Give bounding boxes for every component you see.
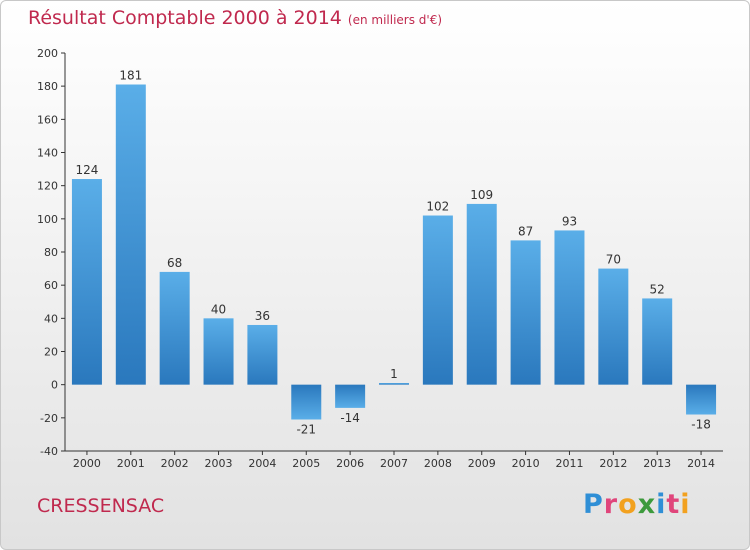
value-label: 36 (255, 309, 270, 323)
proxiti-logo[interactable]: Proxiti (583, 489, 691, 520)
value-label: 102 (426, 200, 449, 214)
y-tick-label: 0 (51, 379, 58, 392)
y-tick-label: 80 (44, 246, 58, 259)
bar-2014 (686, 384, 717, 415)
y-tick-label: -20 (40, 412, 58, 425)
bar-2011 (554, 230, 585, 385)
y-tick-label: 40 (44, 312, 58, 325)
x-tick-label: 2012 (599, 457, 627, 470)
y-axis: -40 -20 0 20 40 60 80 100 120 140 160 180 200 (37, 47, 66, 458)
x-tick-label: 2011 (555, 457, 583, 470)
x-tick-label: 2004 (248, 457, 276, 470)
x-tick-label: 2008 (424, 457, 452, 470)
value-label: 68 (167, 256, 182, 270)
x-tick-label: 2001 (117, 457, 145, 470)
value-labels: 124 181 68 40 36 -21 -14 1 102 109 87 93 70 52 -18 (75, 69, 710, 437)
bar-2012 (598, 268, 629, 385)
bar-2007 (379, 383, 409, 385)
y-tick-label: 100 (37, 213, 58, 226)
chart-title-text: Résultat Comptable 2000 à 2014 (28, 7, 342, 29)
bar-2010 (510, 240, 541, 385)
bars (71, 84, 717, 420)
logo-letter: i (656, 489, 667, 520)
y-tick-label: 180 (37, 80, 58, 93)
value-label: 40 (211, 302, 226, 316)
x-axis: 2000 2001 2002 2003 2004 2005 2006 2007 2008 2009… (65, 450, 723, 470)
logo-letter: o (618, 489, 638, 520)
value-label: 87 (518, 224, 533, 238)
bar-2003 (203, 318, 234, 385)
logo-letter: x (637, 489, 657, 520)
bar-2001 (115, 84, 146, 385)
x-tick-label: 2000 (73, 457, 101, 470)
chart-subtitle: (en milliers d'€) (347, 13, 443, 27)
bar-2009 (466, 203, 497, 385)
x-tick-label: 2009 (468, 457, 496, 470)
logo-letter: t (666, 489, 681, 520)
y-tick-label: 60 (44, 279, 58, 292)
x-tick-label: 2014 (687, 457, 715, 470)
bar-2006 (335, 384, 366, 408)
commune-name: CRESSENSAC (37, 495, 165, 517)
logo-letter: i (680, 489, 691, 520)
x-tick-label: 2006 (336, 457, 364, 470)
value-label: -18 (691, 418, 711, 432)
value-label: 1 (390, 367, 398, 381)
x-tick-label: 2003 (205, 457, 233, 470)
y-tick-label: 120 (37, 180, 58, 193)
logo-letter: P (583, 489, 604, 520)
bar-2005 (291, 384, 322, 420)
y-tick-label: 140 (37, 147, 58, 160)
x-tick-label: 2013 (643, 457, 671, 470)
x-tick-label: 2007 (380, 457, 408, 470)
logo-letter: r (603, 489, 619, 520)
y-tick-label: -40 (40, 445, 58, 458)
y-tick-label: 160 (37, 113, 58, 126)
y-tick-label: 200 (37, 47, 58, 60)
value-label: -14 (340, 411, 360, 425)
bar-2002 (159, 271, 190, 385)
x-tick-label: 2010 (512, 457, 540, 470)
value-label: 52 (650, 282, 665, 296)
value-label: 93 (562, 214, 577, 228)
bar-2008 (422, 215, 453, 385)
value-label: 70 (606, 253, 621, 267)
x-tick-label: 2002 (161, 457, 189, 470)
value-label: 124 (75, 163, 98, 177)
value-label: 109 (470, 188, 493, 202)
bar-2000 (71, 179, 102, 385)
value-label: 181 (119, 69, 142, 83)
value-label: -21 (296, 422, 316, 436)
chart-title: Résultat Comptable 2000 à 2014 (en millie… (28, 7, 442, 29)
y-tick-label: 20 (44, 346, 58, 359)
x-tick-label: 2005 (292, 457, 320, 470)
bar-2013 (642, 298, 673, 385)
bar-2004 (247, 324, 278, 385)
